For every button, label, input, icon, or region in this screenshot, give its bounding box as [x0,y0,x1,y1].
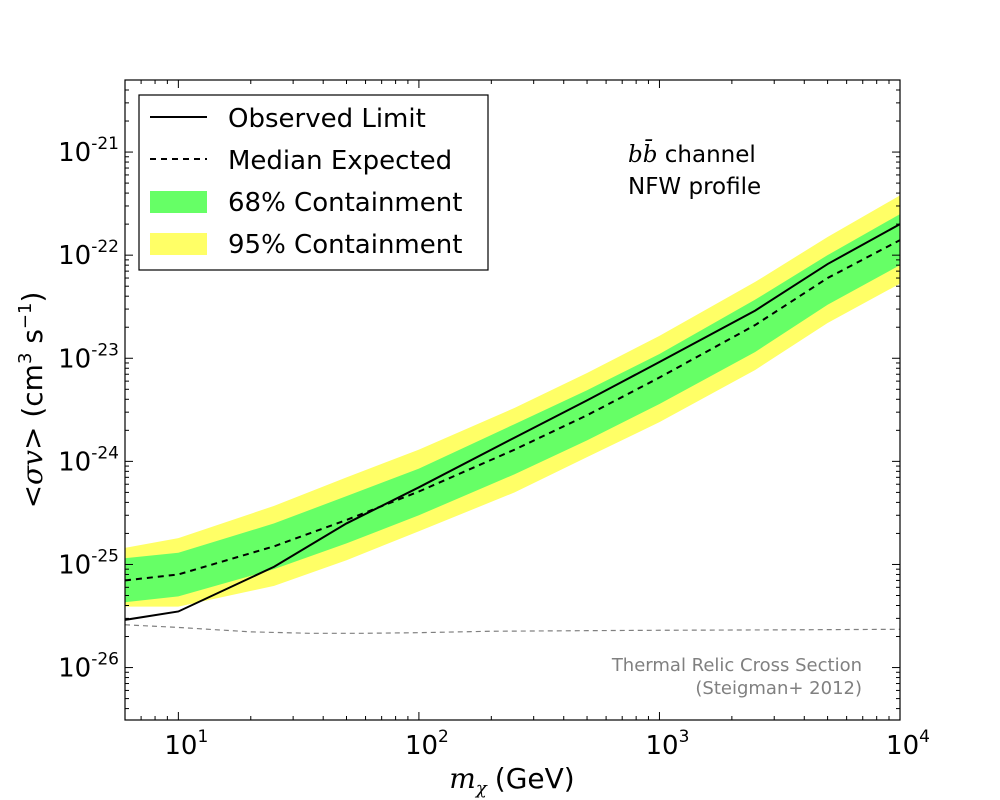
legend-95-label: 95% Containment [228,230,462,260]
y-tick-label: 10-24 [58,443,119,477]
y-tick-label: 10-26 [58,650,119,684]
legend-median-label: Median Expected [228,146,452,176]
band-95-containment [125,195,900,607]
y-tick-label: 10-23 [58,340,119,374]
x-tick-label: 102 [405,727,449,761]
observed-limit-line [124,223,901,621]
legend-95-swatch [150,233,207,255]
thermal-relic-line [124,624,901,634]
y-axis-label: <σv> (cm3 s−1) [15,292,49,509]
band-68-containment [125,214,900,603]
y-tick-label: 10-21 [58,134,119,168]
y-tick-label: 10-25 [58,546,119,580]
plot-frame [124,79,901,721]
x-tick-label: 101 [164,727,208,761]
thermal-relic-label: Thermal Relic Cross Section [611,655,862,676]
legend-68-label: 68% Containment [228,188,462,218]
profile-annotation: NFW profile [628,174,761,200]
legend-68-swatch [150,191,207,213]
median-expected-line [124,239,901,582]
thermal-relic-citation: (Steigman+ 2012) [695,678,862,699]
legend-observed-label: Observed Limit [228,104,426,134]
x-tick-label: 104 [886,727,930,761]
legend: Observed Limit Median Expected 68% Conta… [138,94,489,271]
x-tick-label: 103 [645,727,689,761]
x-axis-label: mχ (GeV) [449,762,574,799]
channel-annotation: bb̄ channel [628,140,756,168]
y-tick-label: 10-22 [58,237,119,271]
